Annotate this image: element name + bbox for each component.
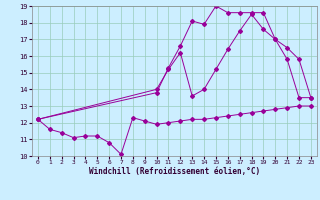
X-axis label: Windchill (Refroidissement éolien,°C): Windchill (Refroidissement éolien,°C)	[89, 167, 260, 176]
